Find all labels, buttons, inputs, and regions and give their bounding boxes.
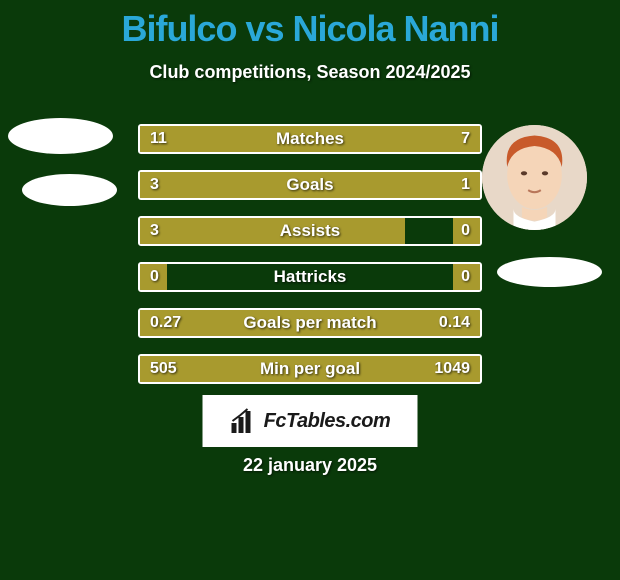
- stat-value-left: 0.27: [150, 310, 181, 336]
- stat-value-left: 3: [150, 218, 159, 244]
- stat-value-left: 0: [150, 264, 159, 290]
- stat-row: Hattricks0 0: [138, 262, 482, 292]
- bars-icon: [230, 407, 258, 435]
- stat-label: Matches: [140, 126, 480, 152]
- player-right-face-icon: [482, 125, 587, 230]
- stat-value-right: 7: [461, 126, 470, 152]
- stat-value-right: 0: [461, 264, 470, 290]
- stat-label: Hattricks: [140, 264, 480, 290]
- stat-value-right: 1049: [434, 356, 470, 382]
- stat-value-left: 505: [150, 356, 177, 382]
- stat-row: Min per goal505 1049: [138, 354, 482, 384]
- comparison-title: Bifulco vs Nicola Nanni: [0, 0, 620, 50]
- fctables-logo: FcTables.com: [203, 395, 418, 447]
- logo-text: FcTables.com: [264, 410, 391, 433]
- comparison-subtitle: Club competitions, Season 2024/2025: [0, 62, 620, 83]
- player-left-ellipse-1: [8, 118, 113, 154]
- stat-label: Goals: [140, 172, 480, 198]
- stat-value-left: 3: [150, 172, 159, 198]
- stat-label: Assists: [140, 218, 480, 244]
- stat-row: Matches11 7: [138, 124, 482, 154]
- player-left-ellipse-2: [22, 174, 117, 206]
- comparison-date: 22 january 2025: [0, 455, 620, 476]
- player-right-ellipse: [497, 257, 602, 287]
- stat-value-right: 0: [461, 218, 470, 244]
- stat-row: Goals3 1: [138, 170, 482, 200]
- stat-label: Min per goal: [140, 356, 480, 382]
- stat-row: Goals per match0.27 0.14: [138, 308, 482, 338]
- stat-value-right: 1: [461, 172, 470, 198]
- player-right-avatar: [482, 125, 587, 230]
- stats-container: Matches117Goals31Assists30Hattricks00Goa…: [138, 124, 482, 400]
- stat-row: Assists3 0: [138, 216, 482, 246]
- stat-value-right: 0.14: [439, 310, 470, 336]
- stat-label: Goals per match: [140, 310, 480, 336]
- stat-value-left: 11: [150, 126, 167, 152]
